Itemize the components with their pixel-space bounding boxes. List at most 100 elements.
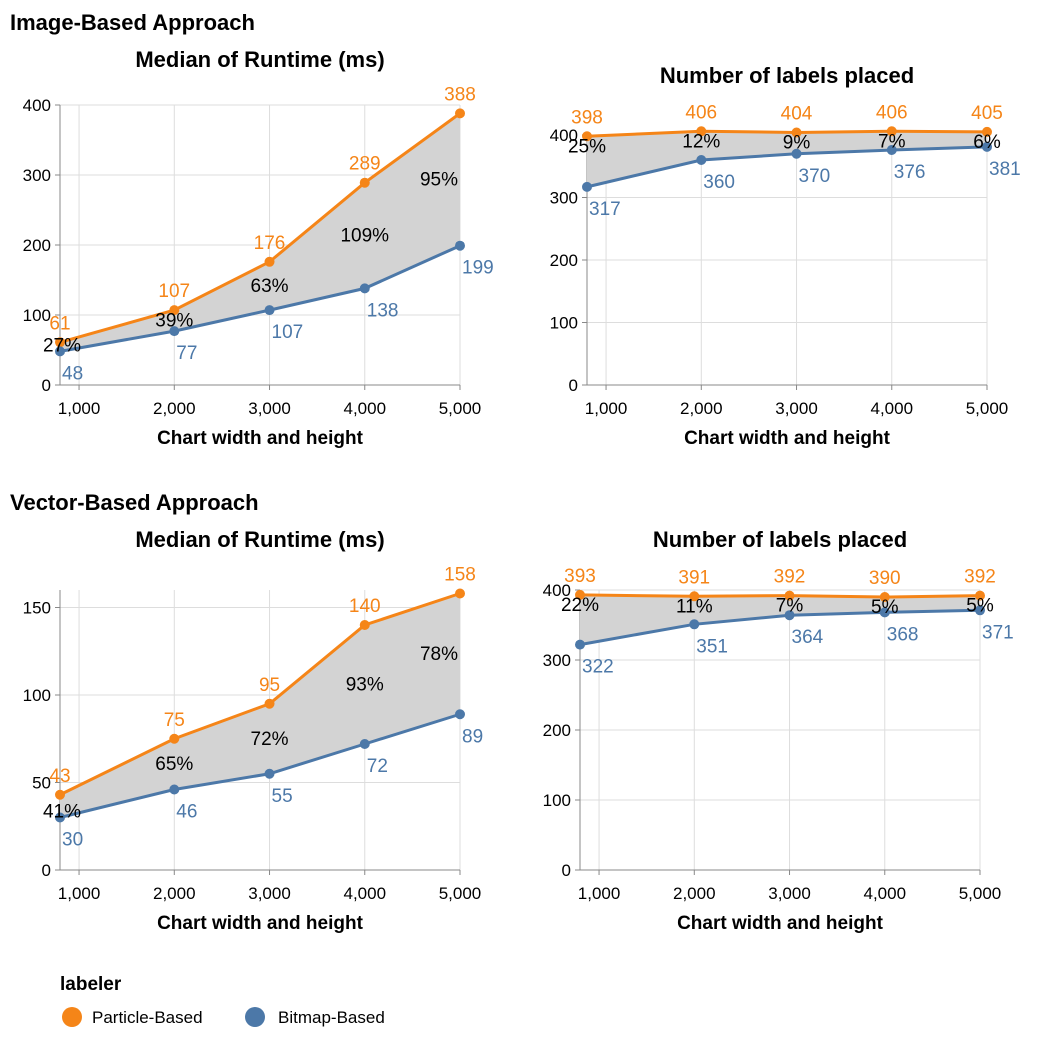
chart-title: Number of labels placed [660, 63, 914, 88]
data-point-particle [791, 127, 802, 138]
difference-area [60, 593, 460, 818]
y-tick-label: 150 [23, 599, 51, 618]
data-point-particle [359, 177, 370, 188]
y-tick-label: 100 [550, 314, 578, 333]
data-point-particle [982, 126, 992, 137]
x-tick-label: 4,000 [870, 399, 913, 418]
difference-label: 63% [251, 276, 289, 297]
difference-label: 39% [155, 311, 193, 332]
difference-label: 11% [676, 596, 713, 617]
data-point-bitmap [169, 784, 180, 795]
y-tick-label: 200 [543, 721, 571, 740]
data-label-bitmap: 89 [462, 726, 483, 747]
difference-label: 7% [776, 596, 804, 617]
data-label-particle: 43 [49, 766, 70, 787]
data-label-particle: 158 [444, 565, 476, 586]
data-label-bitmap: 381 [989, 159, 1021, 180]
x-tick-label: 2,000 [673, 884, 716, 903]
data-point-particle [264, 256, 275, 267]
data-label-bitmap: 72 [367, 756, 388, 777]
data-label-particle: 140 [349, 596, 381, 617]
data-label-particle: 391 [678, 567, 710, 588]
x-tick-label: 2,000 [153, 399, 196, 418]
difference-label: 5% [871, 597, 899, 618]
data-point-particle [55, 789, 65, 800]
y-tick-label: 50 [32, 774, 51, 793]
data-label-particle: 61 [49, 313, 70, 334]
data-point-bitmap [886, 145, 897, 155]
legend: labeler Particle-Based Bitmap-Based [60, 974, 385, 1027]
data-label-bitmap: 371 [982, 622, 1014, 643]
data-point-particle [264, 698, 275, 709]
difference-label: 72% [251, 729, 289, 750]
data-point-bitmap [169, 326, 180, 337]
difference-label: 65% [155, 754, 193, 775]
data-point-bitmap [575, 639, 585, 650]
data-point-particle [55, 337, 65, 348]
data-label-particle: 406 [685, 102, 717, 123]
x-tick-label: 2,000 [153, 884, 196, 903]
difference-area [587, 131, 987, 187]
y-tick-label: 100 [23, 686, 51, 705]
difference-label: 22% [561, 595, 599, 616]
data-label-particle: 404 [781, 104, 813, 125]
data-point-bitmap [696, 155, 707, 165]
data-point-bitmap [264, 768, 275, 779]
data-label-bitmap: 376 [894, 162, 926, 183]
data-label-bitmap: 351 [696, 636, 728, 657]
difference-label: 93% [346, 675, 384, 696]
data-label-bitmap: 77 [176, 343, 197, 364]
data-point-particle [455, 108, 465, 119]
data-point-particle [975, 590, 985, 601]
data-label-bitmap: 199 [462, 258, 494, 279]
data-label-particle: 393 [564, 566, 596, 587]
data-point-bitmap [791, 148, 802, 159]
data-point-particle [455, 588, 465, 599]
data-point-particle [784, 590, 795, 601]
data-point-bitmap [982, 141, 992, 152]
y-tick-label: 200 [23, 236, 51, 255]
x-tick-label: 5,000 [439, 884, 482, 903]
x-tick-label: 4,000 [863, 884, 906, 903]
data-label-particle: 392 [964, 567, 996, 588]
data-label-bitmap: 48 [62, 363, 83, 384]
data-point-bitmap [879, 607, 890, 618]
data-point-bitmap [784, 610, 795, 621]
chart-vector-runtime: Median of Runtime (ms) 0 50 100 150 1,000 2,00… [23, 527, 484, 934]
y-tick-label: 300 [23, 166, 51, 185]
y-tick-label: 200 [550, 251, 578, 270]
data-point-particle [689, 591, 700, 602]
y-tick-label: 0 [569, 376, 578, 395]
y-tick-label: 400 [543, 581, 571, 600]
difference-label: 12% [682, 131, 720, 152]
difference-label: 95% [420, 170, 458, 191]
x-tick-label: 4,000 [343, 399, 386, 418]
data-label-bitmap: 107 [272, 322, 304, 343]
data-label-bitmap: 30 [62, 830, 83, 851]
x-tick-label: 5,000 [966, 399, 1009, 418]
y-tick-label: 0 [42, 861, 51, 880]
data-label-bitmap: 364 [792, 627, 824, 648]
chart-title: Median of Runtime (ms) [135, 527, 384, 552]
y-tick-label: 100 [543, 791, 571, 810]
data-label-particle: 95 [259, 675, 280, 696]
data-label-bitmap: 368 [887, 624, 919, 645]
data-point-bitmap [55, 346, 65, 357]
data-label-particle: 176 [254, 233, 286, 254]
x-axis-title: Chart width and height [157, 428, 363, 449]
data-label-bitmap: 138 [367, 300, 399, 321]
x-tick-label: 3,000 [768, 884, 811, 903]
y-tick-label: 0 [42, 376, 51, 395]
legend-swatch-bitmap [245, 1007, 265, 1027]
x-tick-label: 1,000 [58, 399, 101, 418]
chart-title: Median of Runtime (ms) [135, 47, 384, 72]
x-tick-label: 3,000 [248, 884, 291, 903]
data-point-bitmap [689, 619, 700, 630]
y-tick-label: 300 [543, 651, 571, 670]
data-label-bitmap: 322 [582, 657, 614, 678]
data-point-particle [879, 592, 890, 602]
data-point-bitmap [264, 305, 275, 316]
x-tick-label: 3,000 [248, 399, 291, 418]
data-label-bitmap: 360 [703, 172, 735, 193]
